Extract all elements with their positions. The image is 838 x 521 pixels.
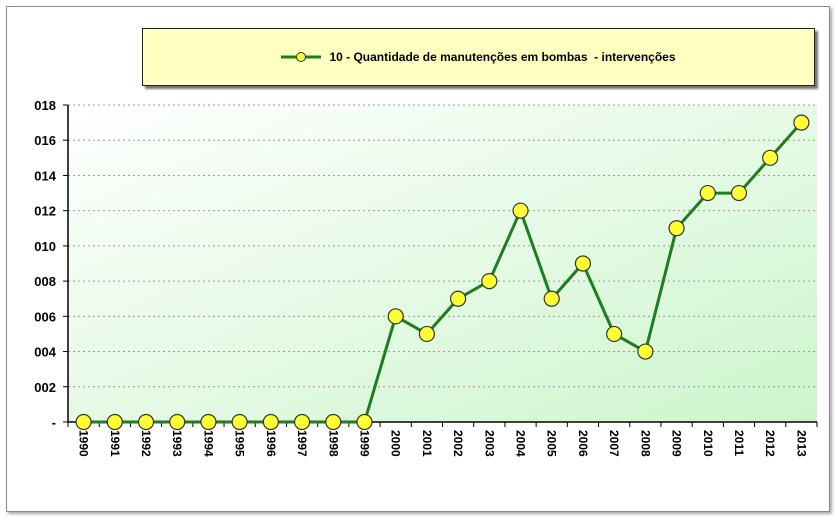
x-tick-label: 1999: [357, 430, 371, 457]
x-tick-label: 2007: [607, 430, 621, 457]
y-tick-label: -: [52, 415, 56, 430]
x-tick-label: 2009: [670, 430, 684, 457]
y-tick-label: 014: [34, 168, 56, 183]
data-point: [450, 290, 467, 307]
data-point: [668, 220, 685, 237]
data-point: [699, 184, 716, 202]
y-tick-label: 010: [34, 239, 56, 254]
data-points: [75, 114, 810, 431]
data-point: [481, 273, 498, 290]
x-tick-label: 2011: [732, 430, 746, 456]
data-point: [293, 413, 311, 431]
x-tick-label: 1992: [139, 430, 153, 457]
y-tick-label: 006: [34, 309, 56, 324]
data-point: [730, 184, 748, 202]
x-tick-label: 1996: [264, 430, 278, 457]
data-point: [387, 308, 404, 325]
x-tick-label: 2004: [514, 430, 528, 457]
legend-series-label: 10 - Quantidade de manutenções em bombas…: [329, 50, 676, 64]
data-point: [793, 114, 810, 131]
x-tick-label: 2001: [420, 430, 434, 457]
data-point: [137, 413, 155, 431]
y-tick-label: 018: [34, 98, 56, 113]
x-tick-label: 2008: [638, 430, 652, 457]
data-point: [262, 413, 279, 431]
x-tick-label: 2012: [763, 430, 777, 457]
data-point: [512, 202, 529, 219]
y-tick-label: 008: [34, 274, 56, 289]
x-tick-label: 2002: [451, 430, 465, 457]
data-point: [169, 413, 186, 431]
chart-legend: 10 - Quantidade de manutenções em bombas…: [142, 28, 815, 86]
x-tick-label: 2003: [482, 430, 496, 457]
x-axis-ticks: 1990 1991 1992 1993 1994 1995 1996 1997 1998 1999…: [67, 422, 818, 457]
y-tick-label: 016: [34, 133, 56, 148]
x-tick-label: 1994: [201, 430, 215, 457]
y-tick-label: 002: [34, 380, 56, 395]
x-tick-label: 2010: [701, 430, 715, 457]
data-point: [356, 413, 373, 431]
data-point: [231, 413, 248, 431]
data-point: [574, 255, 592, 272]
data-point: [606, 325, 623, 343]
data-point: [762, 149, 779, 166]
x-tick-label: 2000: [389, 430, 403, 457]
x-tick-label: 2013: [794, 430, 808, 457]
data-point: [637, 343, 654, 360]
data-point: [106, 413, 123, 431]
x-tick-label: 2006: [576, 430, 590, 457]
plot-area: [68, 105, 817, 422]
data-point: [418, 325, 435, 343]
x-tick-label: 1995: [233, 430, 247, 457]
y-axis-ticks: - 002 004 006 008 010 012 014 016 018: [34, 98, 68, 430]
x-tick-label: 1990: [77, 430, 91, 457]
x-tick-label: 2005: [545, 430, 559, 457]
legend-line-marker-icon: [281, 52, 322, 62]
data-point: [75, 413, 92, 431]
x-tick-label: 1997: [295, 430, 309, 457]
data-point: [200, 413, 217, 431]
x-tick-label: 1991: [108, 430, 122, 457]
x-tick-label: 1998: [326, 430, 340, 457]
data-point: [325, 413, 342, 431]
data-point: [543, 290, 560, 307]
x-tick-label: 1993: [170, 430, 184, 457]
y-tick-label: 012: [34, 204, 56, 219]
y-tick-label: 004: [34, 345, 56, 360]
